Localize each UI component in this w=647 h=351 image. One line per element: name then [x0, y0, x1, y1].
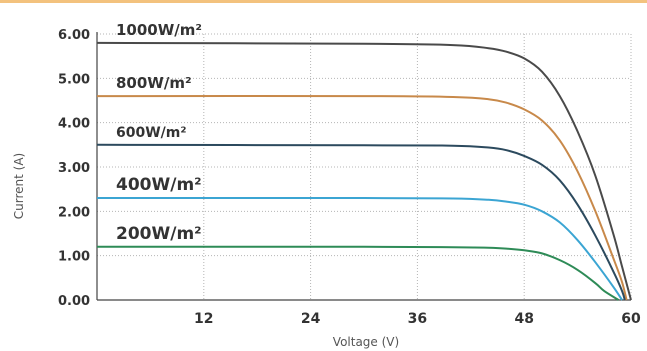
y-tick-label: 6.00 [58, 28, 90, 43]
series-line [96, 245, 620, 301]
series-lines [96, 41, 632, 301]
series-label: 200W/m² [116, 224, 202, 244]
series-label: 1000W/m² [116, 21, 202, 39]
x-tick-label: 36 [408, 311, 427, 327]
top-accent-bar [0, 0, 647, 3]
x-axis-title: Voltage (V) [333, 335, 399, 349]
series-label: 800W/m² [116, 74, 192, 92]
x-tick-label: 24 [301, 311, 321, 327]
x-tick-label: 12 [194, 311, 213, 327]
y-axis-title: Current (A) [12, 153, 26, 219]
series-line [96, 196, 623, 301]
x-tick-label: 48 [514, 311, 533, 327]
series-label: 600W/m² [116, 125, 187, 141]
y-tick-label: 3.00 [58, 161, 90, 176]
y-tick-label: 4.00 [58, 117, 90, 132]
series-label: 400W/m² [116, 175, 202, 195]
series-line [96, 41, 632, 301]
series-line [96, 95, 628, 301]
axes: 0.00 1.00 2.00 3.00 4.00 5.00 6.00 12 24 36 48 60 [58, 28, 641, 327]
x-tick-label: 60 [621, 311, 641, 327]
series-labels: 1000W/m² 800W/m² 600W/m² 400W/m² 200W/m² [116, 21, 202, 244]
y-tick-label: 1.00 [58, 250, 90, 265]
y-tick-label: 0.00 [58, 294, 90, 309]
grid [97, 33, 631, 300]
y-tick-label: 2.00 [58, 205, 90, 220]
y-tick-label: 5.00 [58, 72, 90, 87]
series-line [96, 143, 626, 301]
